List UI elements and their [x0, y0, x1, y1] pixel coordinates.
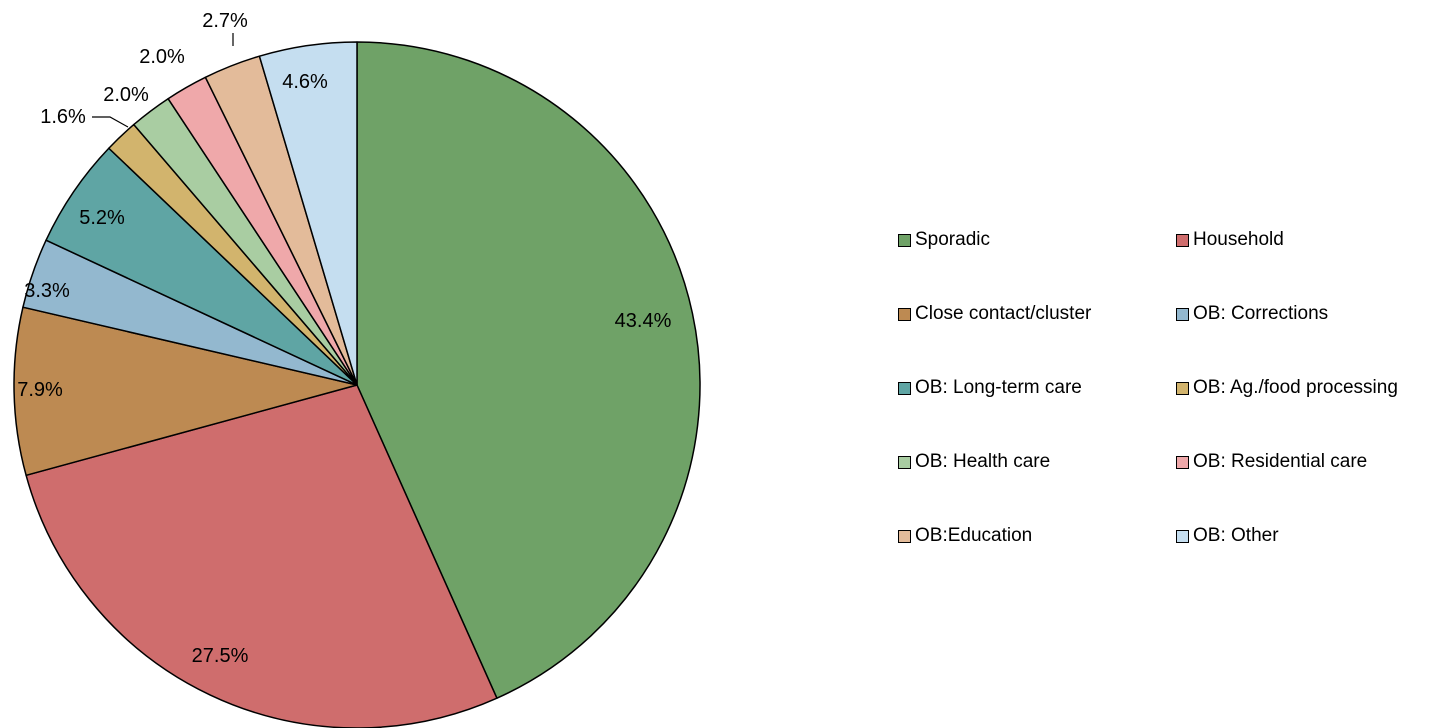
legend-swatch: [1176, 307, 1189, 321]
data-label: 2.0%: [139, 46, 185, 68]
legend-label: Close contact/cluster: [915, 303, 1092, 324]
legend-item: Household: [1176, 226, 1451, 254]
legend-swatch: [1176, 455, 1189, 469]
legend-label: OB: Long-term care: [915, 377, 1082, 398]
pie-slice-sporadic: [356, 41, 701, 699]
data-label: 3.3%: [24, 280, 70, 302]
legend-item: OB: Residential care: [1176, 448, 1451, 476]
leader-line: [92, 116, 129, 128]
legend-swatch: [898, 233, 911, 247]
pie-plot-area: 43.4% 27.5% 7.9% 3.3% 5.2% 1.6% 2.0% 2.0% 2.7% 4.…: [13, 10, 701, 728]
legend-item: OB: Corrections: [1176, 300, 1451, 328]
legend-item: OB: Health care: [898, 448, 1176, 476]
legend-swatch: [1176, 381, 1189, 395]
chart-legend: Sporadic Household Close contact/cluster OB…: [898, 226, 1451, 550]
legend-item: OB: Long-term care: [898, 374, 1176, 402]
legend-label: OB: Other: [1193, 525, 1279, 546]
data-label: 5.2%: [79, 207, 125, 229]
legend-swatch: [898, 529, 911, 543]
pie-slice-household: [25, 384, 498, 728]
legend-label: Household: [1193, 229, 1284, 250]
legend-swatch: [898, 307, 911, 321]
legend-label: OB: Corrections: [1193, 303, 1329, 324]
data-label: 7.9%: [17, 379, 63, 401]
data-label: 2.7%: [202, 10, 248, 32]
legend-label: OB: Health care: [915, 451, 1051, 472]
legend-swatch: [1176, 233, 1189, 247]
legend-item: OB: Ag./food processing: [1176, 374, 1451, 402]
data-label: 1.6%: [40, 106, 86, 128]
legend-item: OB:Education: [898, 522, 1176, 550]
pie-slice-close-contact-cluster: [13, 306, 358, 477]
legend-label: Sporadic: [915, 229, 990, 250]
legend-item: Close contact/cluster: [898, 300, 1176, 328]
legend-label: OB:Education: [915, 525, 1033, 546]
data-label: 27.5%: [192, 645, 249, 667]
legend-label: OB: Residential care: [1193, 451, 1368, 472]
legend-item: OB: Other: [1176, 522, 1451, 550]
data-label: 2.0%: [103, 84, 149, 106]
legend-swatch: [898, 455, 911, 469]
pie-slice-ob-other: [258, 41, 358, 386]
legend-swatch: [1176, 529, 1189, 543]
legend-label: OB: Ag./food processing: [1193, 377, 1398, 398]
data-label: 4.6%: [282, 71, 328, 93]
legend-item: Sporadic: [898, 226, 1176, 254]
legend-swatch: [898, 381, 911, 395]
data-label: 43.4%: [615, 310, 672, 332]
